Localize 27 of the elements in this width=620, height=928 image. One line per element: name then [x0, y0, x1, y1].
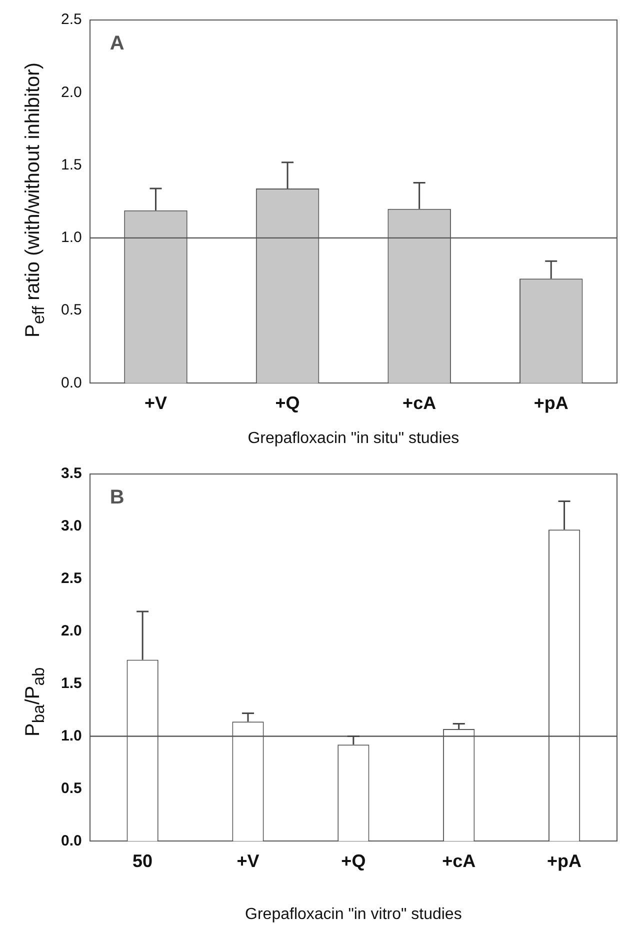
- y-tick-label: 3.5: [60, 465, 82, 482]
- x-tick-label: +pA: [534, 392, 568, 413]
- x-tick-label: +cA: [402, 392, 436, 413]
- y-tick-label: 1.5: [60, 674, 82, 692]
- y-tick-label: 3.0: [60, 518, 82, 535]
- y-tick-label: 2.5: [60, 570, 82, 588]
- annotation: B: [110, 486, 124, 509]
- y-tick-label: 0.5: [60, 302, 82, 319]
- y-tick-label: 1.0: [60, 727, 82, 744]
- y-tick-label: 2.5: [60, 11, 82, 28]
- x-tick-label: +Q: [341, 850, 366, 871]
- y-tick-label: 2.0: [60, 622, 82, 640]
- x-tick-label: +V: [144, 392, 168, 413]
- x-tick-label: +Q: [275, 392, 300, 413]
- x-tick-label: 50: [132, 850, 153, 871]
- y-tick-label: 0.0: [60, 832, 82, 850]
- y-tick-label: 2.0: [60, 84, 82, 101]
- x-axis-title: Grepafloxacin "in vitro" studies: [245, 906, 462, 923]
- y-tick-label: 0.0: [60, 374, 82, 392]
- annotation: A: [110, 32, 124, 55]
- y-tick-label: 1.5: [60, 156, 82, 174]
- x-tick-label: +V: [236, 850, 260, 871]
- x-axis-title: Grepafloxacin "in situ" studies: [248, 430, 460, 447]
- y-tick-label: 1.0: [60, 229, 82, 246]
- x-tick-label: +pA: [547, 850, 582, 871]
- y-tick-label: 0.5: [60, 780, 82, 797]
- x-tick-label: +cA: [442, 850, 476, 871]
